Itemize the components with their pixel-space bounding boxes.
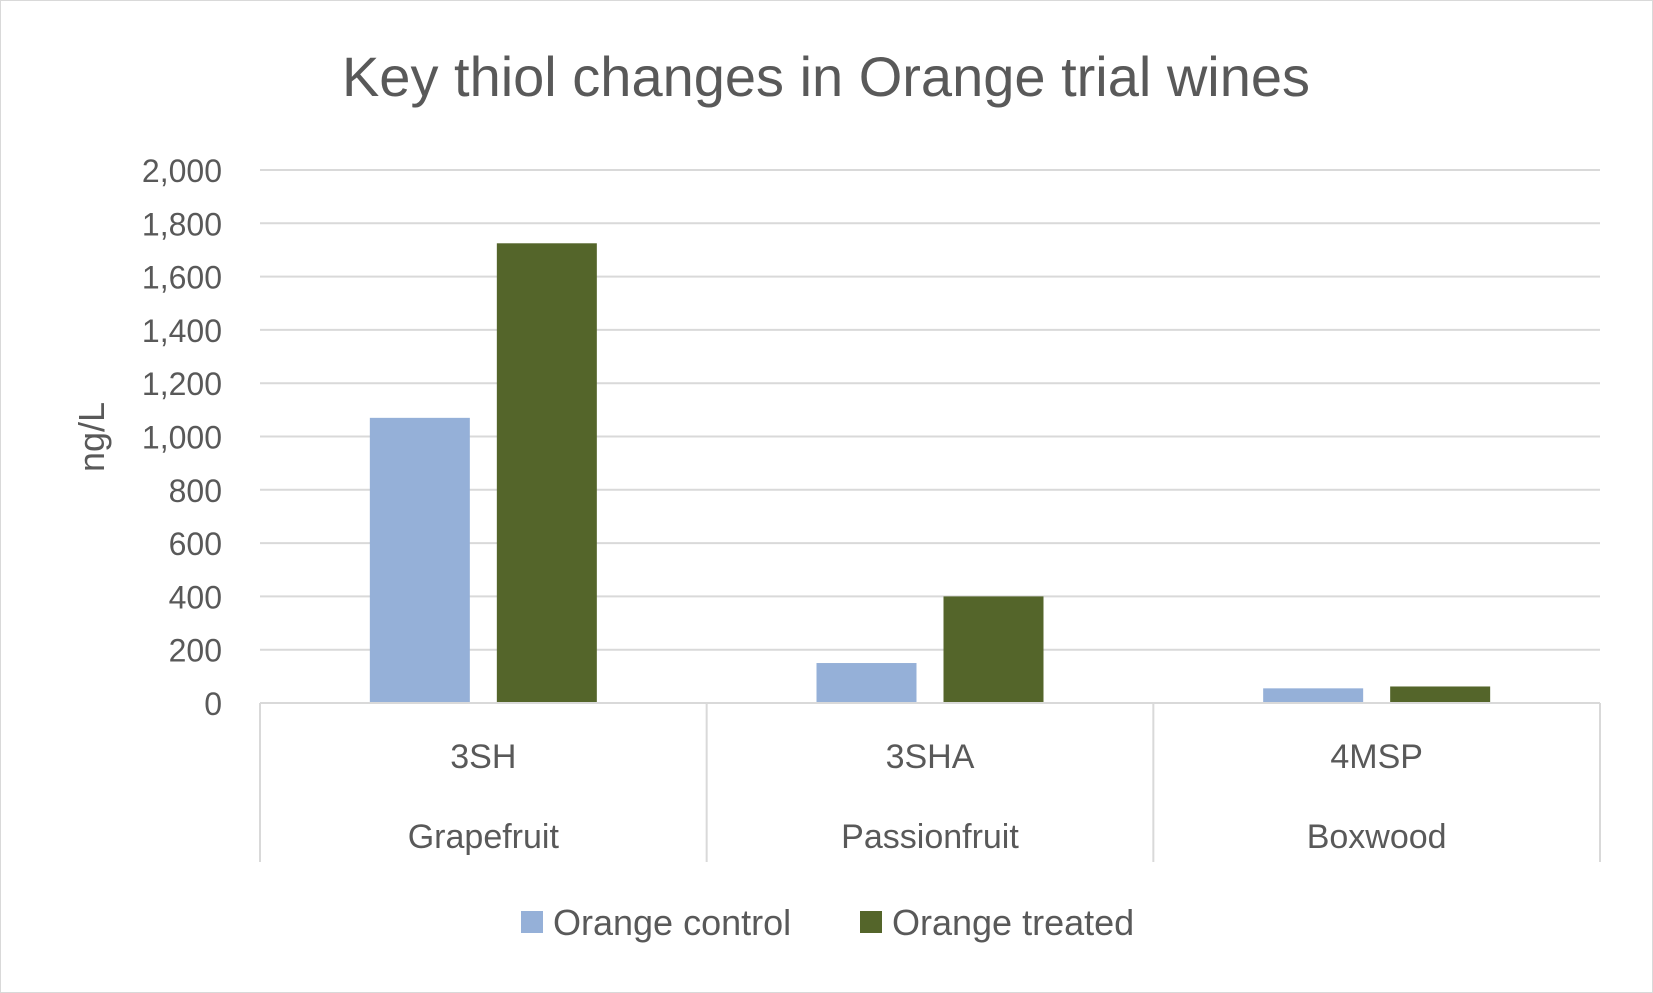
bar-orange-treated-4msp	[1390, 686, 1491, 703]
y-tick-label: 800	[169, 473, 222, 509]
legend-swatch	[521, 911, 543, 933]
y-axis-ticks: 0 200 400 600 800 1,000 1,200 1,400 1,600 1,800 2,…	[142, 153, 222, 722]
y-tick-label: 400	[169, 579, 222, 615]
legend-label: Orange control	[553, 902, 791, 943]
y-tick-label: 1,400	[142, 313, 222, 349]
bar-orange-control-4msp	[1263, 688, 1364, 703]
x-category-group-label: Boxwood	[1307, 818, 1447, 856]
bar-orange-treated-3sh	[496, 243, 597, 703]
x-category-group-label: Grapefruit	[408, 818, 560, 856]
chart-title: Key thiol changes in Orange trial wines	[342, 45, 1310, 108]
legend-swatch	[860, 911, 882, 933]
x-category-label: 4MSP	[1330, 738, 1423, 776]
x-category-label: 3SH	[450, 738, 516, 776]
legend: Orange control Orange treated	[521, 902, 1134, 943]
y-axis-label: ng/L	[71, 402, 112, 472]
y-tick-label: 200	[169, 633, 222, 669]
gridlines	[260, 169, 1600, 651]
bar-orange-control-3sha	[816, 663, 917, 703]
y-tick-label: 1,200	[142, 366, 222, 402]
y-tick-label: 0	[204, 686, 222, 722]
bar-orange-control-3sh	[369, 417, 470, 703]
legend-label: Orange treated	[892, 902, 1134, 943]
y-tick-label: 2,000	[142, 153, 222, 189]
y-tick-label: 600	[169, 526, 222, 562]
y-tick-label: 1,600	[142, 260, 222, 296]
bar-orange-treated-3sha	[943, 596, 1044, 703]
y-tick-label: 1,800	[142, 206, 222, 242]
x-axis: 3SH Grapefruit 3SHA Passionfruit 4MSP Boxwood	[259, 702, 1601, 862]
x-category-group-label: Passionfruit	[841, 818, 1019, 856]
x-category-label: 3SHA	[886, 738, 975, 776]
y-tick-label: 1,000	[142, 420, 222, 456]
bars	[369, 243, 1491, 703]
